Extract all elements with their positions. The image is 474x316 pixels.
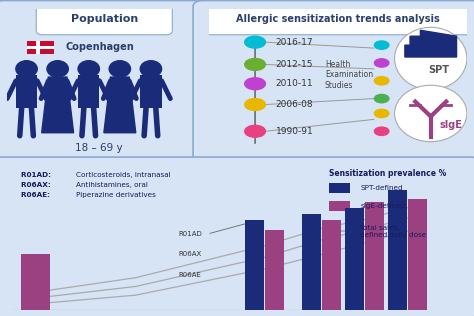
Bar (78, 75, 100, 107)
Text: Health
Examination
Studies: Health Examination Studies (325, 60, 373, 90)
Circle shape (245, 99, 265, 111)
Bar (21, 254, 50, 310)
Bar (322, 220, 341, 310)
Text: Allergic sensitization trends analysis: Allergic sensitization trends analysis (236, 14, 439, 24)
Text: Piperazine derivatives: Piperazine derivatives (76, 192, 155, 198)
Circle shape (374, 127, 389, 136)
Bar (388, 191, 407, 310)
FancyBboxPatch shape (36, 5, 172, 35)
Polygon shape (405, 30, 456, 57)
Circle shape (374, 76, 389, 85)
Text: R06AX: R06AX (179, 252, 202, 258)
Text: R06AE:: R06AE: (21, 192, 53, 198)
Text: Sensitization prevalence %: Sensitization prevalence % (329, 169, 446, 178)
Text: Corticosteroids, intranasal: Corticosteroids, intranasal (76, 172, 170, 178)
Bar (16, 75, 37, 107)
Text: R01AD:: R01AD: (21, 172, 54, 178)
Bar (27, 46, 54, 49)
Text: Copenhagen: Copenhagen (65, 42, 134, 52)
Circle shape (47, 61, 68, 77)
Circle shape (374, 41, 389, 49)
Ellipse shape (394, 27, 467, 90)
Polygon shape (104, 77, 136, 133)
Bar (302, 214, 321, 310)
Circle shape (245, 58, 265, 70)
Text: SPT: SPT (428, 65, 449, 76)
Text: Population: Population (71, 14, 138, 24)
Circle shape (140, 61, 162, 77)
Text: R06AE: R06AE (179, 272, 201, 278)
Circle shape (374, 94, 389, 103)
Text: 2016-17: 2016-17 (276, 38, 313, 47)
Bar (140, 75, 162, 107)
Text: Total sales,
defined daily dose: Total sales, defined daily dose (360, 225, 427, 238)
Text: 2010-11: 2010-11 (276, 79, 313, 88)
Text: Antihistamines, oral: Antihistamines, oral (76, 182, 147, 188)
Text: 2012-15: 2012-15 (276, 60, 313, 69)
Polygon shape (42, 77, 73, 133)
Circle shape (245, 78, 265, 90)
Circle shape (109, 61, 130, 77)
Text: sIgE: sIgE (440, 120, 463, 130)
Text: R01AD: R01AD (179, 231, 202, 237)
Circle shape (78, 61, 100, 77)
Bar (36, 41, 40, 54)
Circle shape (374, 59, 389, 67)
Bar (27, 41, 54, 54)
Bar (345, 208, 364, 310)
Ellipse shape (394, 85, 467, 142)
Text: 1990-91: 1990-91 (276, 127, 313, 136)
Bar (265, 230, 284, 310)
Circle shape (374, 109, 389, 118)
Text: R06AX:: R06AX: (21, 182, 54, 188)
Text: SPT-defined: SPT-defined (360, 185, 403, 191)
Bar (365, 202, 384, 310)
FancyBboxPatch shape (198, 5, 474, 35)
Bar (245, 220, 264, 310)
FancyBboxPatch shape (193, 1, 474, 167)
Circle shape (245, 125, 265, 137)
Text: 18 – 69 y: 18 – 69 y (74, 143, 122, 153)
Circle shape (245, 36, 265, 48)
Circle shape (16, 61, 37, 77)
Bar (329, 201, 350, 211)
FancyBboxPatch shape (0, 157, 474, 316)
Text: 2006-08: 2006-08 (276, 100, 313, 109)
Text: sIgE-defined: sIgE-defined (360, 203, 405, 209)
Bar (329, 183, 350, 193)
FancyBboxPatch shape (0, 1, 213, 167)
Bar (408, 199, 427, 310)
